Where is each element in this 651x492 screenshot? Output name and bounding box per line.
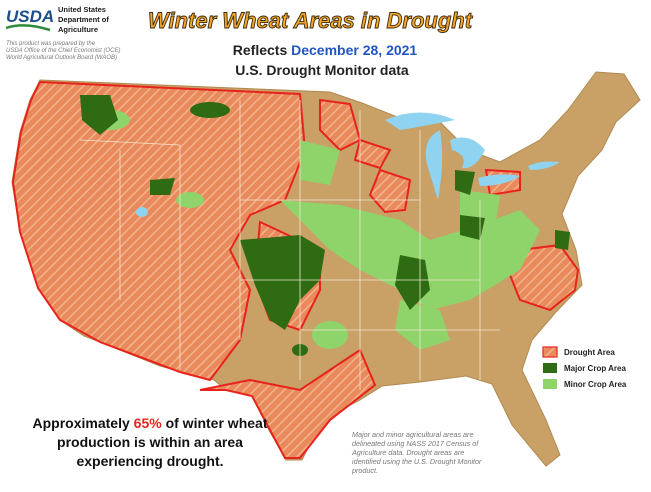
us-map [11,71,641,467]
credit-line: World Agricultural Outlook Board (WAOB) [6,55,117,61]
legend-swatch [543,363,557,373]
note-line: delineated using NASS 2017 Census of [352,439,479,448]
legend-label: Drought Area [564,348,615,357]
drought-areas [11,80,580,459]
state-lines [79,100,500,390]
credit-line: USDA Office of the Chief Economist (OCE) [6,48,120,54]
title: Winter Wheat Areas in Drought [148,8,474,33]
legend-swatch [543,379,557,389]
statement-line: production is within an area [57,434,243,450]
legend-swatch [542,346,558,358]
major-crop-areas [80,95,570,356]
statement-text: Approximately [33,415,130,431]
credit-line: This product was prepared by the [6,41,96,47]
subtitle-date: December 28, 2021 [291,42,417,58]
statement-line: Approximately 65% of winter wheat [33,415,268,431]
note-line: identified using the U.S. Drought Monito… [352,457,482,466]
logo-text: USDA [6,7,54,26]
agency-line: Agriculture [58,25,98,34]
subtitle: Reflects December 28, 2021 [233,42,418,58]
lakes [136,112,560,217]
subtitle-prefix: Reflects [233,42,288,58]
legend-label: Major Crop Area [564,364,626,373]
note-line: product. [351,466,378,475]
legend-label: Minor Crop Area [564,380,627,389]
note-line: Major and minor agricultural areas are [352,430,473,439]
statement-highlight: 65% [134,415,163,431]
agency-line: United States [58,5,106,14]
statement-text: of winter wheat [166,415,268,431]
usda-logo: USDA [5,7,54,32]
agency-line: Department of [58,15,109,24]
legend: Drought Area Major Crop Area Minor Crop … [542,346,627,389]
note-line: Agriculture data. Drought areas are [351,448,464,457]
statement-line: experiencing drought. [76,453,223,469]
subtitle-source: U.S. Drought Monitor data [235,62,409,78]
